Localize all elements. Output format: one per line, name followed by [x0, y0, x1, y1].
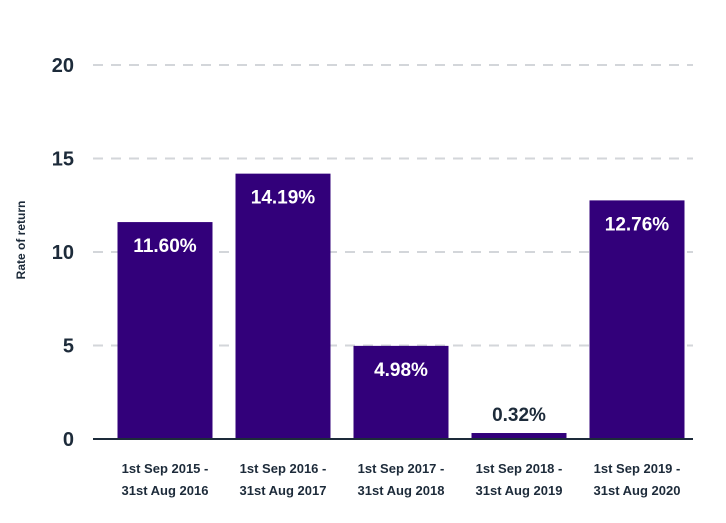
- data-label: 0.32%: [492, 405, 546, 426]
- bar: [353, 345, 449, 439]
- data-label: 11.60%: [133, 236, 196, 257]
- bar: [235, 173, 331, 439]
- x-category-label-line: 31st Aug 2017: [240, 483, 327, 498]
- data-label: 14.19%: [251, 188, 316, 209]
- y-tick-label: 15: [52, 149, 74, 171]
- y-tick-label: 0: [63, 429, 74, 451]
- x-category-label-line: 31st Aug 2020: [594, 483, 681, 498]
- x-category-label-line: 1st Sep 2018 -: [476, 461, 563, 476]
- x-category-label: 1st Sep 2019 - 31st Aug 2020: [594, 461, 681, 498]
- bars: 11.60% 14.19% 4.98% 0.32% 12.76%: [117, 173, 685, 439]
- y-axis-ticks: 0 5 10 15 20: [52, 55, 74, 451]
- x-category-label-line: 1st Sep 2016 -: [240, 461, 327, 476]
- bar: [589, 200, 685, 439]
- bar: [117, 222, 213, 439]
- x-category-label: 1st Sep 2016 - 31st Aug 2017: [240, 461, 327, 498]
- x-category-label-line: 31st Aug 2019: [476, 483, 563, 498]
- x-category-label: 1st Sep 2015 - 31st Aug 2016: [122, 461, 209, 498]
- bar: [471, 433, 567, 439]
- x-category-label: 1st Sep 2018 - 31st Aug 2019: [476, 461, 563, 498]
- y-tick-label: 10: [52, 242, 74, 264]
- x-category-label-line: 1st Sep 2019 -: [594, 461, 681, 476]
- x-category-label: 1st Sep 2017 - 31st Aug 2018: [358, 461, 445, 498]
- y-axis-label: Rate of return: [14, 201, 28, 280]
- x-category-label-line: 31st Aug 2016: [122, 483, 209, 498]
- x-category-label-line: 1st Sep 2015 -: [122, 461, 209, 476]
- x-category-label-line: 31st Aug 2018: [358, 483, 445, 498]
- y-tick-label: 20: [52, 55, 74, 77]
- data-label: 12.76%: [605, 214, 670, 235]
- y-tick-label: 5: [63, 336, 74, 358]
- x-axis-categories: 1st Sep 2015 - 31st Aug 2016 1st Sep 2016 …: [122, 461, 681, 498]
- x-category-label-line: 1st Sep 2017 -: [358, 461, 445, 476]
- data-label: 4.98%: [374, 360, 428, 381]
